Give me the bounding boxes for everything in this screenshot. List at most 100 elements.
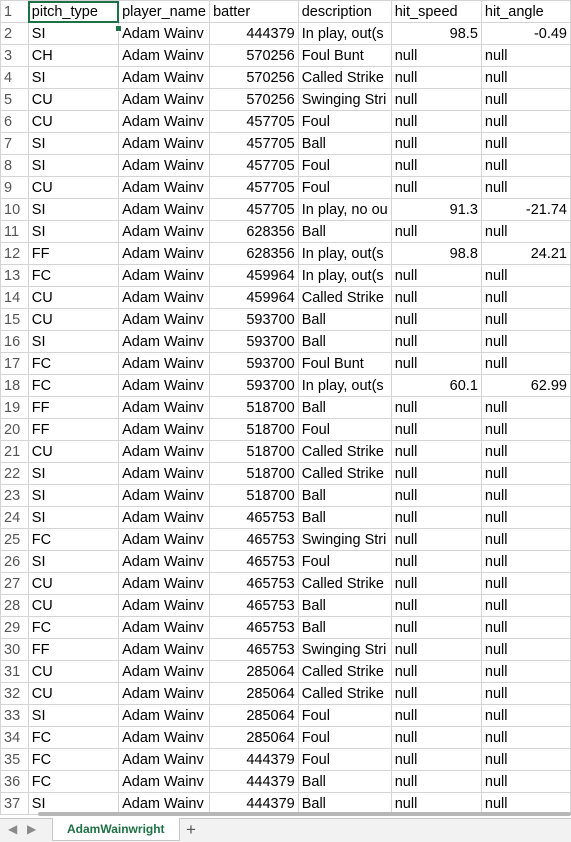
cell-hit-angle[interactable]: null [480,352,571,375]
cell-description[interactable]: Ball [297,616,392,639]
cell-pitch-type[interactable]: CU [27,176,120,199]
cell-hit-speed[interactable]: null [390,352,482,375]
cell-pitch-type[interactable]: SI [27,220,120,243]
row-number[interactable]: 26 [0,550,29,573]
cell-hit-speed[interactable]: null [390,528,482,551]
cell-batter[interactable]: 465753 [209,594,299,617]
row-number[interactable]: 6 [0,110,29,133]
cell-player-name[interactable]: Adam Wainv [118,462,211,485]
cell-description[interactable]: Ball [297,484,392,507]
cell-hit-angle[interactable]: null [480,704,571,727]
cell-batter[interactable]: 570256 [209,66,299,89]
cell-pitch-type[interactable]: SI [27,132,120,155]
row-number[interactable]: 11 [0,220,29,243]
cell-player-name[interactable]: Adam Wainv [118,264,211,287]
cell-player-name[interactable]: Adam Wainv [118,616,211,639]
cell-batter[interactable]: 518700 [209,484,299,507]
cell-pitch-type[interactable]: CU [27,682,120,705]
cell-batter[interactable]: 285064 [209,704,299,727]
cell-hit-angle[interactable]: 24.21 [480,242,571,265]
cell-hit-speed[interactable]: null [390,616,482,639]
row-number[interactable]: 2 [0,22,29,45]
cell-batter[interactable]: 285064 [209,682,299,705]
cell-hit-angle[interactable]: null [480,440,571,463]
cell-hit-angle[interactable]: null [480,330,571,353]
row-number[interactable]: 24 [0,506,29,529]
sheet-tab-adamwainwright[interactable]: AdamWainwright [52,818,180,841]
cell-batter[interactable]: 457705 [209,176,299,199]
cell-hit-speed[interactable]: null [390,462,482,485]
cell-pitch-type[interactable]: SI [27,792,120,815]
cell-description[interactable]: Ball [297,594,392,617]
cell-player-name[interactable]: Adam Wainv [118,682,211,705]
cell-hit-speed[interactable]: null [390,66,482,89]
cell-hit-speed[interactable]: null [390,484,482,507]
cell-pitch-type[interactable]: CU [27,572,120,595]
cell-description[interactable]: Called Strike [297,286,392,309]
cell-description[interactable]: In play, no ou [297,198,392,221]
cell-description[interactable]: Ball [297,220,392,243]
cell-pitch-type[interactable]: SI [27,462,120,485]
cell-pitch-type[interactable]: FC [27,352,120,375]
cell-hit-angle[interactable]: null [480,308,571,331]
cell-pitch-type[interactable]: FC [27,770,120,793]
cell-batter[interactable]: 593700 [209,352,299,375]
cell-hit-speed[interactable]: null [390,440,482,463]
cell-description[interactable]: Called Strike [297,462,392,485]
row-number[interactable]: 7 [0,132,29,155]
row-number[interactable]: 19 [0,396,29,419]
cell-pitch-type[interactable]: CU [27,308,120,331]
cell-player-name[interactable]: Adam Wainv [118,594,211,617]
cell-batter[interactable]: 457705 [209,132,299,155]
cell-hit-speed[interactable]: null [390,330,482,353]
cell-player-name[interactable]: Adam Wainv [118,132,211,155]
cell-hit-angle[interactable]: null [480,638,571,661]
cell-hit-angle[interactable]: null [480,682,571,705]
cell-player-name[interactable]: Adam Wainv [118,440,211,463]
cell-description[interactable]: Foul [297,726,392,749]
cell-hit-speed[interactable]: null [390,550,482,573]
cell-player-name[interactable]: Adam Wainv [118,66,211,89]
cell-pitch-type[interactable]: FC [27,374,120,397]
cell-hit-speed[interactable]: null [390,132,482,155]
selection-fill-handle[interactable] [115,25,122,32]
row-number[interactable]: 4 [0,66,29,89]
cell-pitch-type[interactable]: SI [27,550,120,573]
cell-player-name[interactable]: Adam Wainv [118,242,211,265]
cell-hit-speed[interactable]: null [390,660,482,683]
cell-pitch-type[interactable]: FC [27,616,120,639]
header-cell-batter[interactable]: batter [209,0,299,23]
add-sheet-icon[interactable]: + [186,820,196,839]
row-number[interactable]: 37 [0,792,29,815]
row-number[interactable]: 29 [0,616,29,639]
cell-player-name[interactable]: Adam Wainv [118,484,211,507]
cell-batter[interactable]: 465753 [209,616,299,639]
cell-hit-angle[interactable]: null [480,418,571,441]
row-number[interactable]: 16 [0,330,29,353]
cell-pitch-type[interactable]: CH [27,44,120,67]
cell-player-name[interactable]: Adam Wainv [118,726,211,749]
cell-description[interactable]: In play, out(s [297,242,392,265]
row-number[interactable]: 23 [0,484,29,507]
cell-hit-speed[interactable]: null [390,418,482,441]
cell-player-name[interactable]: Adam Wainv [118,220,211,243]
cell-hit-speed[interactable]: null [390,286,482,309]
cell-hit-angle[interactable]: null [480,66,571,89]
cell-description[interactable]: Ball [297,132,392,155]
cell-hit-angle[interactable]: 62.99 [480,374,571,397]
cell-hit-speed[interactable]: null [390,308,482,331]
cell-hit-angle[interactable]: null [480,264,571,287]
row-number[interactable]: 10 [0,198,29,221]
cell-batter[interactable]: 593700 [209,374,299,397]
cell-hit-speed[interactable]: 98.5 [390,22,482,45]
row-number[interactable]: 30 [0,638,29,661]
cell-hit-angle[interactable]: null [480,132,571,155]
cell-hit-speed[interactable]: null [390,396,482,419]
cell-hit-speed[interactable]: null [390,220,482,243]
cell-pitch-type[interactable]: SI [27,198,120,221]
cell-batter[interactable]: 570256 [209,88,299,111]
cell-player-name[interactable]: Adam Wainv [118,308,211,331]
cell-description[interactable]: Ball [297,330,392,353]
cell-description[interactable]: Called Strike [297,682,392,705]
row-number[interactable]: 32 [0,682,29,705]
